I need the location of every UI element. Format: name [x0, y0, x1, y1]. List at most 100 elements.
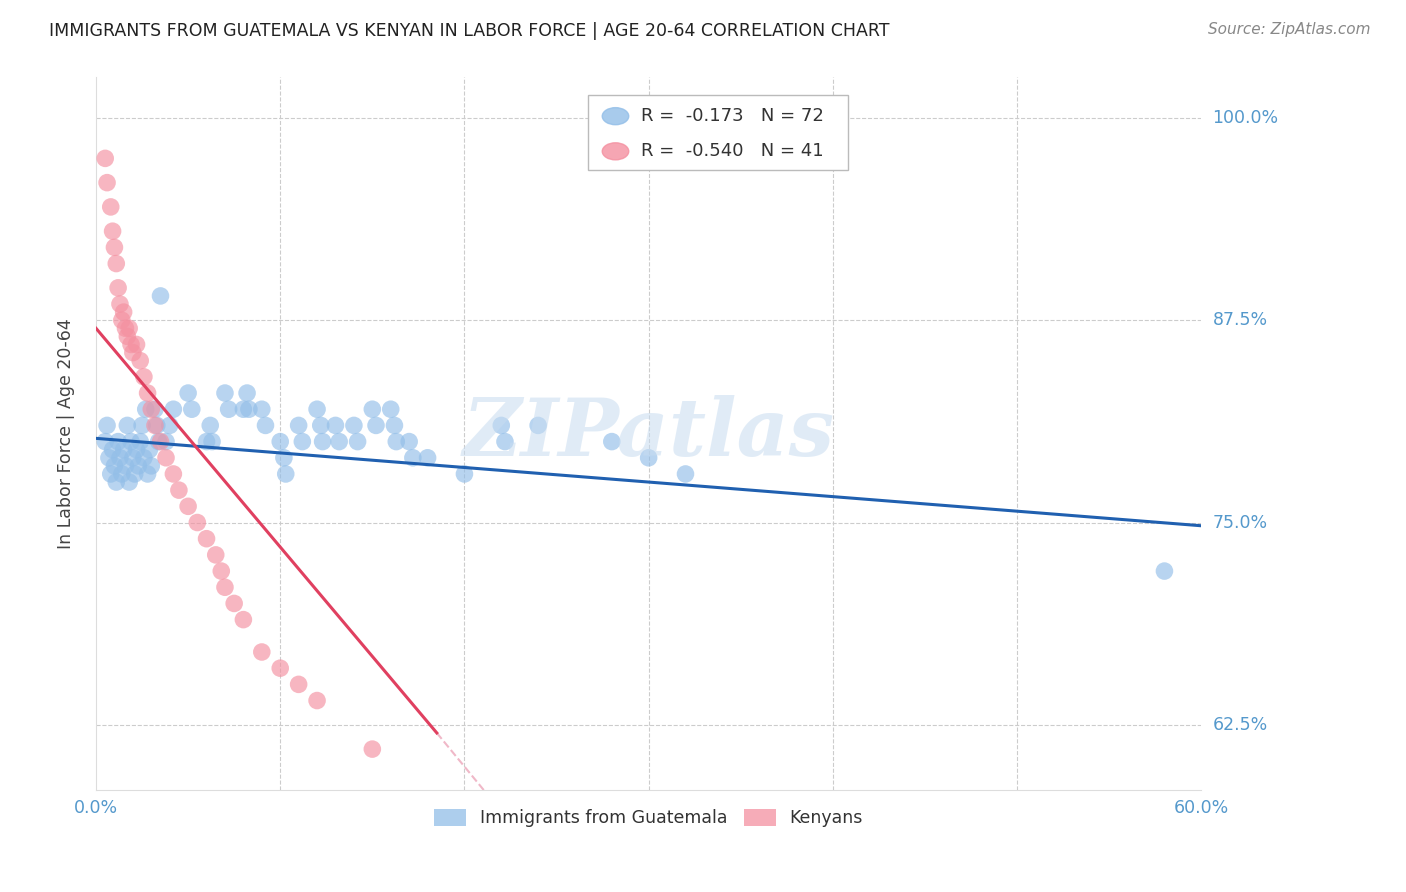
Point [131, 418, 153, 433]
Text: 87.5%: 87.5% [1212, 311, 1268, 329]
Point [111, 313, 134, 327]
Point [328, 434, 350, 449]
Point [287, 418, 309, 433]
Point [309, 418, 332, 433]
Point [105, 256, 128, 270]
Point [1153, 564, 1175, 578]
Point [209, 564, 232, 578]
Point [129, 353, 152, 368]
Point [132, 369, 155, 384]
Point [420, 814, 443, 829]
Point [146, 418, 169, 433]
Point [167, 483, 190, 497]
Point [232, 613, 254, 627]
Point [274, 467, 297, 481]
Point [138, 442, 160, 457]
Point [97, 450, 120, 465]
Point [108, 297, 131, 311]
Circle shape [602, 108, 628, 125]
Point [162, 402, 184, 417]
Point [311, 434, 333, 449]
Point [111, 467, 134, 481]
Point [100, 467, 122, 481]
Point [117, 418, 139, 433]
Point [453, 467, 475, 481]
Point [177, 500, 200, 514]
Point [200, 418, 222, 433]
Point [204, 548, 226, 562]
Point [214, 386, 236, 401]
Legend: Immigrants from Guatemala, Kenyans: Immigrants from Guatemala, Kenyans [427, 802, 870, 834]
Point [112, 305, 135, 319]
Point [101, 224, 124, 238]
Point [491, 418, 513, 433]
Point [236, 386, 259, 401]
Text: R =  -0.173   N = 72: R = -0.173 N = 72 [641, 107, 824, 125]
Point [273, 450, 295, 465]
Text: IMMIGRANTS FROM GUATEMALA VS KENYAN IN LABOR FORCE | AGE 20-64 CORRELATION CHART: IMMIGRANTS FROM GUATEMALA VS KENYAN IN L… [49, 22, 890, 40]
Point [143, 402, 166, 417]
Point [186, 516, 208, 530]
Point [108, 450, 131, 465]
Point [105, 475, 128, 489]
Point [195, 434, 218, 449]
Point [398, 434, 420, 449]
Point [103, 458, 125, 473]
Point [94, 152, 117, 166]
Point [201, 434, 224, 449]
Point [121, 345, 143, 359]
Point [287, 677, 309, 691]
Point [177, 386, 200, 401]
Text: 75.0%: 75.0% [1212, 514, 1268, 532]
Point [96, 176, 118, 190]
Point [149, 289, 172, 303]
Point [224, 597, 246, 611]
Point [125, 442, 148, 457]
Point [250, 645, 273, 659]
Point [180, 402, 202, 417]
Point [132, 450, 155, 465]
Point [325, 418, 347, 433]
Point [135, 402, 157, 417]
Point [107, 281, 129, 295]
Point [149, 434, 172, 449]
Text: ZIPatlas: ZIPatlas [463, 395, 835, 472]
Point [675, 467, 697, 481]
Point [364, 418, 387, 433]
Point [269, 661, 291, 675]
Point [159, 418, 181, 433]
Point [136, 386, 159, 401]
Point [118, 475, 141, 489]
Point [195, 532, 218, 546]
Point [117, 329, 139, 343]
Point [384, 418, 406, 433]
Point [232, 402, 254, 417]
Point [402, 450, 425, 465]
Circle shape [602, 143, 628, 160]
Point [94, 434, 117, 449]
Point [527, 418, 550, 433]
Point [114, 458, 136, 473]
Point [269, 434, 291, 449]
Text: 100.0%: 100.0% [1212, 109, 1278, 127]
Point [103, 240, 125, 254]
Point [100, 200, 122, 214]
Point [250, 402, 273, 417]
Point [125, 337, 148, 351]
Point [141, 458, 163, 473]
Text: 62.5%: 62.5% [1212, 715, 1268, 734]
Point [494, 434, 516, 449]
Point [114, 321, 136, 335]
Point [101, 442, 124, 457]
Y-axis label: In Labor Force | Age 20-64: In Labor Force | Age 20-64 [58, 318, 75, 549]
Text: Source: ZipAtlas.com: Source: ZipAtlas.com [1208, 22, 1371, 37]
Point [307, 693, 329, 707]
FancyBboxPatch shape [588, 95, 848, 170]
Point [120, 434, 142, 449]
Point [254, 418, 277, 433]
Point [136, 467, 159, 481]
Point [143, 418, 166, 433]
Point [346, 434, 368, 449]
Point [96, 418, 118, 433]
Point [238, 402, 260, 417]
